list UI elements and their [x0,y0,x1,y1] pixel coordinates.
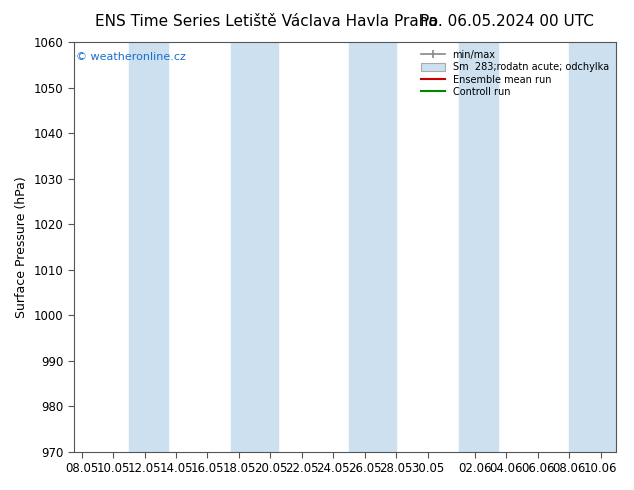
Bar [459,42,482,452]
Text: © weatheronline.cz: © weatheronline.cz [77,52,186,62]
Bar [349,42,389,452]
Bar [129,42,168,452]
Bar [373,42,396,452]
Text: Po. 06.05.2024 00 UTC: Po. 06.05.2024 00 UTC [420,14,594,29]
Y-axis label: Surface Pressure (hPa): Surface Pressure (hPa) [15,176,28,318]
Bar [475,42,498,452]
Legend: min/max, Sm  283;rodatn acute; odchylka, Ensemble mean run, Controll run: min/max, Sm 283;rodatn acute; odchylka, … [418,47,612,100]
Text: ENS Time Series Letiště Václava Havla Praha: ENS Time Series Letiště Václava Havla Pr… [95,14,437,29]
Bar [569,42,616,452]
Bar [231,42,278,452]
